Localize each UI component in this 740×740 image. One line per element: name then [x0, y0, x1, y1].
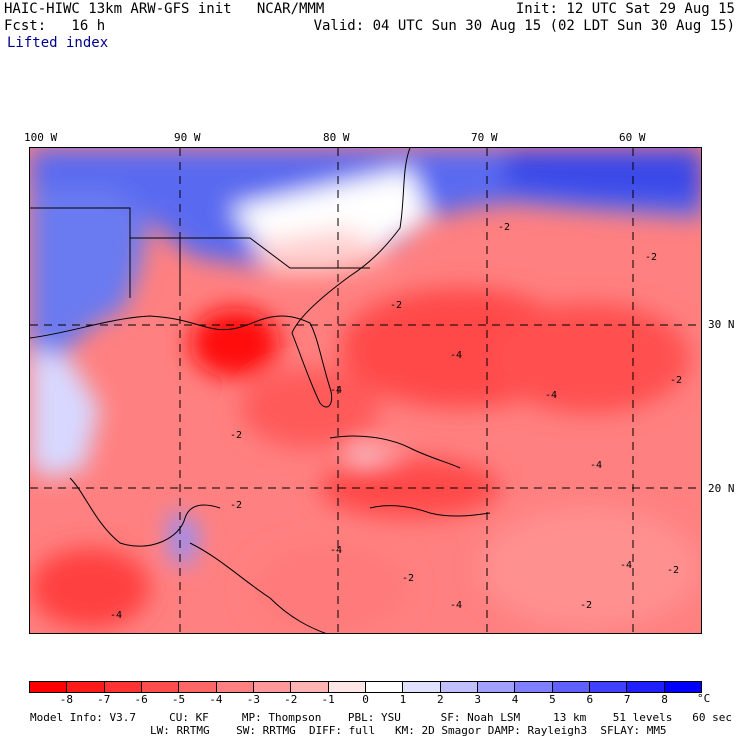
contour-label: -2 [402, 573, 414, 584]
map-canvas: -2 -2 -2 -4 -4 -2 -4 -2 -4 -4 -2 -4 -2 -… [30, 148, 701, 633]
field-name: Lifted index [7, 35, 109, 51]
contour-label: -4 [545, 390, 557, 401]
colorbar-segment [104, 682, 142, 692]
forecast-hour: Fcst: 16 h [4, 18, 106, 34]
colorbar-segment [141, 682, 180, 692]
colorbar-tick-label: -2 [284, 693, 298, 706]
contour-label: -4 [450, 600, 462, 611]
colorbar-tick-label: -7 [97, 693, 111, 706]
colorbar-segment [403, 682, 441, 692]
colorbar-tick-label: 7 [623, 693, 631, 706]
colorbar-tick-label: -5 [171, 693, 186, 706]
contour-label: -2 [390, 300, 402, 311]
colorbar-tick-label: 2 [436, 693, 444, 706]
colorbar-unit: °C [697, 692, 711, 705]
lon-label-100w: 100 W [24, 131, 58, 144]
contour-label: -2 [580, 600, 592, 611]
colorbar-segment [552, 682, 590, 692]
colorbar-segment [589, 682, 628, 692]
colorbar-segment [291, 682, 329, 692]
colorbar-segment [477, 682, 516, 692]
contour-label: -2 [230, 430, 242, 441]
colorbar-tick-label: 0 [362, 693, 369, 706]
lifted-index-map: -2 -2 -2 -4 -4 -2 -4 -2 -4 -4 -2 -4 -2 -… [29, 147, 702, 634]
colorbar-segment [67, 682, 105, 692]
colorbar-segment [30, 682, 68, 692]
contour-label: -2 [645, 252, 657, 263]
colorbar-tick-label: 4 [511, 693, 519, 706]
contour-label: -2 [230, 500, 242, 511]
colorbar-segment [440, 682, 478, 692]
colorbar-tick-label: -8 [59, 693, 73, 706]
graticule [30, 148, 701, 633]
lon-label-70w: 70 W [471, 131, 498, 144]
contour-label: -2 [667, 565, 679, 576]
colorbar-segment [365, 682, 404, 692]
contour-label: -4 [330, 385, 342, 396]
colorbar-segment [515, 682, 553, 692]
colorbar-tick-label: 3 [474, 693, 481, 706]
init-time: Init: 12 UTC Sat 29 Aug 15 [515, 1, 735, 17]
colorbar-segment [664, 682, 701, 692]
contour-label: -2 [498, 222, 510, 233]
colorbar-segment [179, 682, 217, 692]
colorbar-labels: -8 -7 -6 -5 -4 -3 -2 -1 0 1 2 3 4 5 6 7 8 [29, 693, 702, 707]
colorbar [29, 681, 702, 693]
colorbar-tick-label: 6 [586, 693, 594, 706]
colorbar-segment [328, 682, 366, 692]
colorbar-tick-label: 5 [549, 693, 556, 706]
contour-label: -4 [620, 560, 632, 571]
valid-time: Valid: 04 UTC Sun 30 Aug 15 (02 LDT Sun … [313, 18, 735, 34]
lon-label-60w: 60 W [619, 131, 646, 144]
colorbar-tick-label: -1 [321, 693, 335, 706]
colorbar-tick-label: 8 [661, 693, 668, 706]
contour-label: -4 [590, 460, 602, 471]
lat-label-20n: 20 N [708, 482, 735, 495]
lon-label-80w: 80 W [323, 131, 350, 144]
colorbar-segment [253, 682, 292, 692]
lat-label-30n: 30 N [708, 318, 735, 331]
colorbar-tick-label: 1 [399, 693, 407, 706]
model-info-line1: Model Info: V3.7 CU: KF MP: Thompson PBL… [30, 711, 732, 724]
lon-label-90w: 90 W [174, 131, 201, 144]
contour-label: -4 [450, 350, 462, 361]
contour-label: -4 [330, 545, 342, 556]
contour-labels: -2 -2 -2 -4 -4 -2 -4 -2 -4 -4 -2 -4 -2 -… [110, 222, 682, 621]
lifted-index-shading [30, 148, 701, 633]
model-info-line2: LW: RRTMG SW: RRTMG DIFF: full KM: 2D Sm… [150, 724, 667, 737]
colorbar-tick-label: -3 [246, 693, 260, 706]
colorbar-tick-label: -4 [209, 693, 223, 706]
contour-label: -4 [110, 610, 122, 621]
colorbar-segment [627, 682, 665, 692]
colorbar-tick-label: -6 [134, 693, 148, 706]
colorbar-segment [216, 682, 254, 692]
contour-label: -2 [670, 375, 682, 386]
map-title: HAIC-HIWC 13km ARW-GFS init NCAR/MMM [4, 1, 325, 17]
